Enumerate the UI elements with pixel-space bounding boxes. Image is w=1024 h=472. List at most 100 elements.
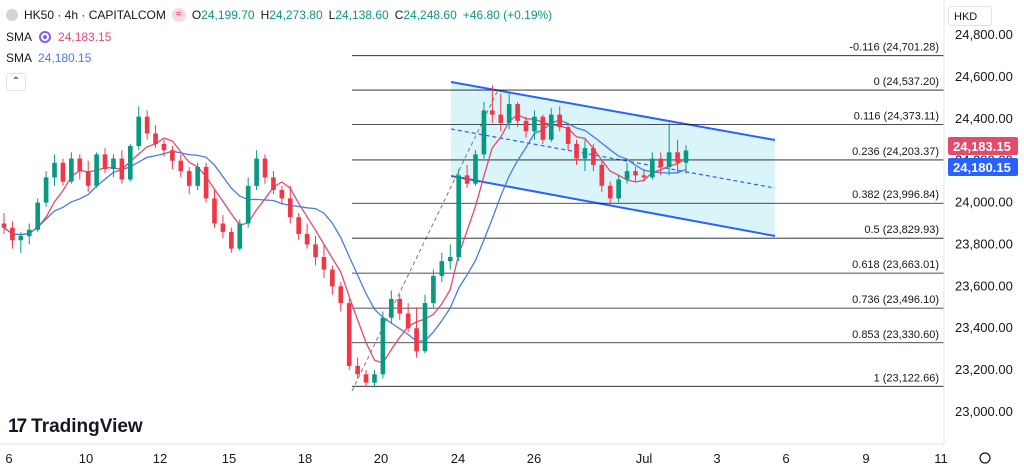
candle-body	[490, 110, 495, 115]
tradingview-wordmark: TradingView	[31, 416, 143, 437]
candle-body	[532, 116, 537, 132]
candle-body	[271, 177, 276, 190]
candle-body	[439, 261, 445, 276]
candle-body	[380, 317, 386, 375]
time-tick-label: 3	[713, 451, 720, 466]
candlestick-series	[1, 85, 689, 387]
sma1-settings-icon[interactable]	[38, 30, 52, 44]
candle-body	[473, 154, 478, 184]
candle-body	[1, 223, 7, 228]
time-tick-label: 12	[153, 451, 167, 466]
legend-symbol-row: HK50 · 4h · CAPITALCOM ≈ O24,199.70 H24,…	[6, 8, 552, 22]
candle-body	[254, 158, 259, 186]
candle-body	[565, 127, 571, 144]
candle-body	[245, 185, 251, 224]
price-axis: 24,800.0024,600.0024,400.0024,200.0024,0…	[943, 0, 1013, 444]
candle-body	[10, 227, 15, 241]
time-tick-label: 6	[782, 451, 789, 466]
symbol-title[interactable]: HK50 · 4h · CAPITALCOM	[24, 8, 166, 22]
candle-body	[582, 148, 588, 159]
channel-upper-line	[450, 81, 776, 141]
candle-body	[287, 198, 293, 218]
sma-fast-line	[3, 113, 687, 364]
sma-slow-line	[3, 119, 687, 342]
candle-body	[506, 104, 512, 123]
candle-body	[548, 114, 554, 140]
candle-body	[658, 158, 664, 167]
price-tags: 24,183.15 24,180.15	[948, 137, 1018, 176]
time-tick-label: Jul	[636, 451, 653, 466]
candle-body	[136, 116, 142, 147]
candle-body	[69, 158, 74, 182]
legend-sma2-row[interactable]: SMA 24,180.15	[6, 51, 91, 65]
candle-body	[363, 374, 369, 383]
ohlc-high: H24,273.80	[260, 8, 323, 22]
price-tick-label: 23,400.00	[955, 320, 1013, 335]
candle-body	[405, 313, 411, 329]
tradingview-mark-icon: 17	[8, 416, 27, 437]
candle-body	[26, 229, 32, 237]
candle-body	[607, 185, 613, 199]
price-tick-label: 23,000.00	[955, 404, 1013, 419]
candle-body	[313, 244, 318, 258]
price-change: +46.80 (+0.19%)	[462, 8, 553, 22]
candle-body	[633, 171, 638, 176]
candle-body	[111, 158, 116, 170]
sma1-value: 24,183.15	[58, 30, 112, 44]
candle-body	[237, 223, 243, 249]
candle-body	[338, 286, 344, 304]
candle-body	[355, 365, 360, 375]
currency-selector[interactable]: HKD	[948, 6, 992, 26]
candle-body	[540, 116, 546, 140]
candle-body	[591, 148, 596, 165]
time-axis: 6 10 12 15 18 20 24 26 Jul 3 6 9 11	[0, 443, 991, 466]
candle-body	[220, 223, 226, 232]
candle-body	[599, 164, 605, 186]
candle-body	[414, 328, 419, 352]
time-tick-label: 6	[5, 451, 12, 466]
collapse-legend-button[interactable]: ⌃	[6, 73, 26, 91]
candle-body	[346, 303, 352, 366]
candle-body	[186, 171, 192, 186]
candle-body	[43, 177, 49, 203]
time-tick-label: 10	[79, 451, 93, 466]
candle-body	[144, 116, 150, 134]
time-tick-label: 24	[451, 451, 465, 466]
candle-body	[203, 166, 209, 199]
time-tick-label: 18	[298, 451, 312, 466]
time-tick-label: 20	[374, 451, 388, 466]
candle-body	[296, 217, 302, 234]
time-tick-label: 11	[934, 451, 948, 466]
fib-level-label: 0.5 (23,829.93)	[864, 224, 939, 236]
price-tick-label: 23,200.00	[955, 362, 1013, 377]
symbol-logo-icon	[6, 9, 18, 21]
candle-body	[641, 175, 647, 178]
fibonacci-levels: -0.116 (24,701.28) 0 (24,537.20) 0.116 (24…	[352, 42, 944, 387]
fib-level-label: -0.116 (24,701.28)	[849, 42, 939, 54]
candle-body	[447, 257, 453, 262]
fib-level-label: 0.853 (23,330.60)	[852, 329, 939, 341]
channel-median-line	[450, 128, 776, 189]
candle-body	[304, 233, 310, 245]
price-tick-label: 24,400.00	[955, 111, 1013, 126]
ohlc-close: C24,248.60	[394, 8, 457, 22]
legend-sma1-row[interactable]: SMA 24,183.15	[6, 30, 111, 44]
ohlc-low: L24,138.60	[328, 8, 389, 22]
fib-level-label: 0.618 (23,663.01)	[852, 259, 939, 271]
time-tick-label: 15	[222, 451, 236, 466]
price-tag-label: 24,180.15	[953, 160, 1011, 175]
candle-body	[616, 179, 621, 199]
fib-level-label: 0 (24,537.20)	[874, 76, 939, 88]
candle-body	[102, 154, 108, 170]
candle-body	[85, 171, 91, 186]
fib-level-label: 0.116 (24,373.11)	[854, 110, 939, 122]
market-status-icon[interactable]: ≈	[171, 8, 186, 22]
candle-body	[330, 269, 335, 287]
sma-lines	[3, 113, 687, 364]
candle-body	[397, 298, 403, 314]
candle-body	[60, 162, 66, 182]
candle-body	[321, 257, 327, 270]
candle-body	[388, 298, 394, 318]
candle-body	[161, 143, 167, 151]
